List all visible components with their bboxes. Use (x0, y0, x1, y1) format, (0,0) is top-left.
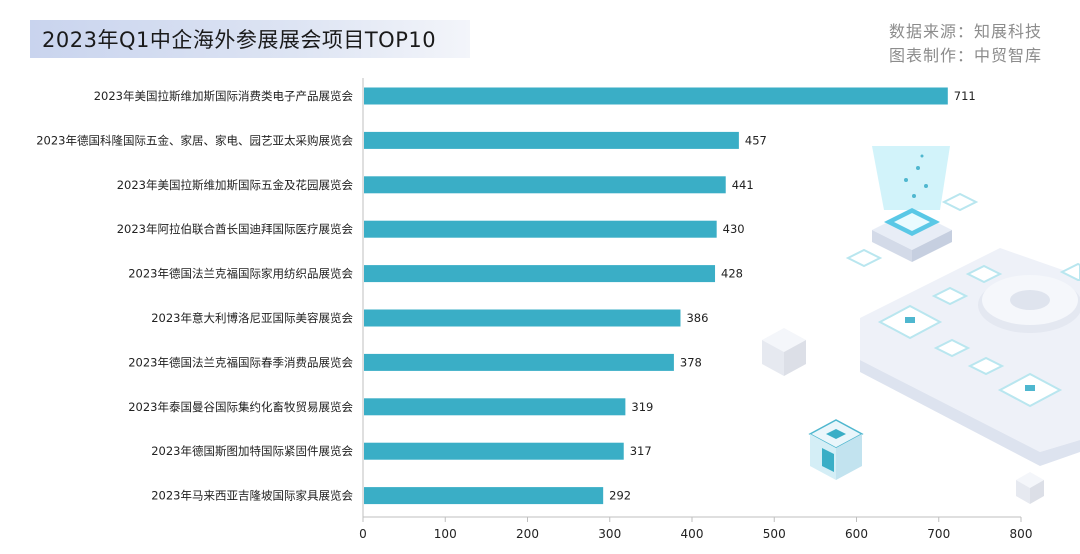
bar (364, 442, 624, 460)
data-source-note: 数据来源：知展科技 (888, 22, 1042, 41)
x-tick-label: 500 (763, 527, 786, 541)
bar (364, 487, 604, 505)
bar (364, 353, 674, 371)
gear-icon (978, 275, 1080, 333)
data-label: 457 (745, 133, 767, 147)
category-label: 2023年德国科隆国际五金、家居、家电、园艺亚太采购展览会 (36, 133, 353, 147)
bars-group: 2023年美国拉斯维加斯国际消费类电子产品展览会 711 2023年德国科隆国际五金… (36, 87, 976, 505)
chip-tile-icon (967, 356, 1005, 376)
category-label: 2023年德国法兰克福国际家用纺织品展览会 (128, 267, 353, 281)
data-label: 441 (732, 178, 754, 192)
x-axis: 0 100 200 300 400 500 600 700 800 (359, 78, 1032, 541)
data-label: 317 (630, 444, 652, 458)
chip-tile-icon (845, 248, 883, 268)
category-label: 2023年美国拉斯维加斯国际消费类电子产品展览会 (94, 89, 354, 103)
x-tick-label: 700 (927, 527, 950, 541)
bar (364, 220, 717, 238)
bar (364, 265, 716, 283)
light-beam (872, 146, 950, 210)
title-banner (30, 20, 470, 58)
data-label: 378 (680, 355, 702, 369)
glowing-chip-icon (872, 208, 952, 262)
chart-title: 2023年Q1中企海外参展展会项目TOP10 (42, 28, 437, 52)
x-tick-label: 200 (516, 527, 539, 541)
tech-illustration (762, 146, 1080, 504)
x-tick-label: 600 (845, 527, 868, 541)
chart-maker-note: 图表制作：中贸智库 (888, 46, 1042, 65)
bar (364, 87, 948, 105)
category-label: 2023年泰国曼谷国际集约化畜牧贸易展览会 (128, 400, 353, 414)
category-label: 2023年意大利博洛尼亚国际美容展览会 (151, 311, 353, 325)
data-label: 711 (954, 89, 976, 103)
light-particles (904, 154, 928, 198)
illustration-platform-edge (860, 360, 1080, 466)
data-label: 386 (686, 311, 708, 325)
category-label: 2023年德国斯图加特国际紧固件展览会 (151, 444, 353, 458)
category-label: 2023年德国法兰克福国际春季消费品展览会 (128, 355, 353, 369)
x-tick-label: 300 (598, 527, 621, 541)
x-tick-label: 100 (434, 527, 457, 541)
bar (364, 309, 681, 327)
data-label: 428 (721, 267, 743, 281)
chip-tile-icon (877, 304, 943, 340)
data-label: 430 (723, 222, 745, 236)
chip-tile-icon (931, 286, 969, 306)
x-tick-label: 0 (359, 527, 367, 541)
data-label: 292 (609, 489, 631, 503)
category-label: 2023年阿拉伯联合酋长国迪拜国际医疗展览会 (117, 222, 354, 236)
chip-tile-icon (965, 264, 1003, 284)
bar (364, 131, 739, 149)
chip-tile-icon (997, 372, 1063, 408)
category-label: 2023年美国拉斯维加斯国际五金及花园展览会 (117, 178, 354, 192)
chip-cube-icon (808, 419, 864, 480)
bar (364, 176, 726, 194)
x-tick-label: 800 (1010, 527, 1033, 541)
category-label: 2023年马来西亚吉隆坡国际家具展览会 (151, 489, 353, 503)
cube-icon (762, 328, 806, 376)
chip-tile-icon (1059, 262, 1080, 281)
chip-tile-icon (933, 338, 971, 358)
chip-tile-icon (941, 192, 979, 212)
x-tick-label: 400 (681, 527, 704, 541)
data-label: 319 (631, 400, 653, 414)
cube-icon (1016, 472, 1044, 504)
bar (364, 398, 626, 416)
